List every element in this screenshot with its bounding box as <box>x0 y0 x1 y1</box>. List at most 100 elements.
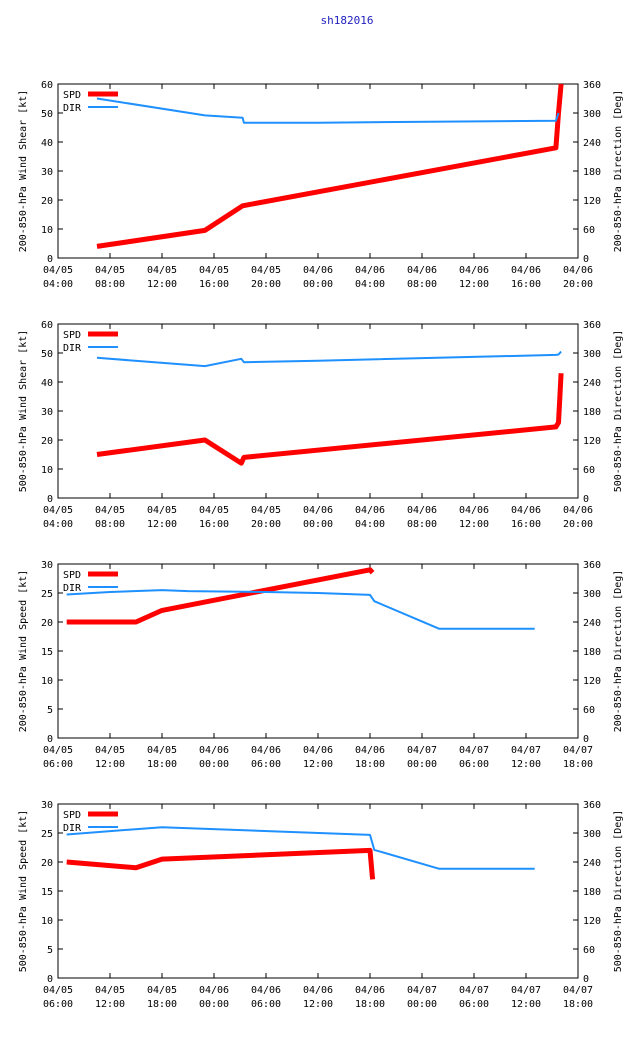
x-tick-date-label: 04/05 <box>199 505 229 516</box>
series-spd-line <box>96 83 564 249</box>
x-tick-date-label: 04/05 <box>147 505 177 516</box>
x-tick-time-label: 00:00 <box>199 759 229 770</box>
x-tick-date-label: 04/07 <box>459 985 489 996</box>
x-tick-time-label: 08:00 <box>95 279 125 290</box>
y1-tick-label: 50 <box>41 109 53 120</box>
legend-spd-label: SPD <box>63 90 81 101</box>
x-tick-date-label: 04/07 <box>407 985 437 996</box>
y1-tick-label: 5 <box>47 945 53 956</box>
x-tick-date-label: 04/05 <box>43 265 73 276</box>
x-tick-date-label: 04/06 <box>303 505 333 516</box>
x-tick-date-label: 04/05 <box>251 265 281 276</box>
x-tick-date-label: 04/06 <box>355 745 385 756</box>
y1-tick-label: 30 <box>41 167 53 178</box>
x-tick-time-label: 06:00 <box>459 759 489 770</box>
plot-frame <box>57 83 579 259</box>
y1-tick-label: 40 <box>41 138 53 149</box>
y1-tick-label: 10 <box>41 465 53 476</box>
y1-axis-label: 200-850-hPa Wind Speed [kt] <box>18 570 29 733</box>
x-tick-time-label: 04:00 <box>355 279 385 290</box>
y1-tick-label: 15 <box>41 647 53 658</box>
y2-tick-label: 360 <box>583 320 601 331</box>
x-tick-date-label: 04/06 <box>303 265 333 276</box>
x-tick-time-label: 00:00 <box>407 999 437 1010</box>
x-tick-date-label: 04/06 <box>511 505 541 516</box>
x-tick-time-label: 08:00 <box>407 279 437 290</box>
chart-panel-3: 05101520253006012018024030036004/0506:00… <box>18 560 624 770</box>
x-tick-time-label: 20:00 <box>251 519 281 530</box>
x-tick-date-label: 04/07 <box>407 745 437 756</box>
x-tick-time-label: 00:00 <box>303 519 333 530</box>
y2-tick-label: 240 <box>583 618 601 629</box>
x-tick-date-label: 04/05 <box>199 265 229 276</box>
y1-tick-label: 30 <box>41 800 53 811</box>
y2-tick-label: 300 <box>583 109 601 120</box>
x-tick-date-label: 04/06 <box>199 745 229 756</box>
y1-tick-label: 0 <box>47 254 53 265</box>
y1-tick-label: 40 <box>41 378 53 389</box>
x-tick-time-label: 16:00 <box>511 519 541 530</box>
y2-tick-label: 60 <box>583 465 595 476</box>
legend-dir-label: DIR <box>63 103 82 114</box>
y1-tick-label: 20 <box>41 436 53 447</box>
chart-panel-4: 05101520253006012018024030036004/0506:00… <box>18 800 624 1010</box>
legend-dir-label: DIR <box>63 823 82 834</box>
series-spd-line <box>66 847 376 880</box>
x-tick-time-label: 00:00 <box>407 759 437 770</box>
x-tick-date-label: 04/05 <box>43 505 73 516</box>
x-tick-time-label: 06:00 <box>251 999 281 1010</box>
series-dir-line <box>96 350 562 368</box>
x-tick-time-label: 06:00 <box>459 999 489 1010</box>
x-tick-time-label: 12:00 <box>95 759 125 770</box>
x-tick-time-label: 08:00 <box>95 519 125 530</box>
x-tick-time-label: 12:00 <box>303 999 333 1010</box>
x-tick-time-label: 20:00 <box>251 279 281 290</box>
y2-tick-label: 360 <box>583 800 601 811</box>
x-tick-time-label: 20:00 <box>563 279 593 290</box>
x-tick-time-label: 00:00 <box>199 999 229 1010</box>
x-tick-date-label: 04/06 <box>407 265 437 276</box>
x-tick-date-label: 04/05 <box>43 985 73 996</box>
x-tick-date-label: 04/06 <box>563 505 593 516</box>
plot-frame <box>57 323 579 499</box>
y2-tick-label: 120 <box>583 196 601 207</box>
y2-tick-label: 60 <box>583 705 595 716</box>
legend-spd-label: SPD <box>63 810 81 821</box>
x-tick-time-label: 06:00 <box>251 759 281 770</box>
x-tick-time-label: 08:00 <box>407 519 437 530</box>
legend-spd-label: SPD <box>63 570 81 581</box>
y1-tick-label: 10 <box>41 676 53 687</box>
y2-tick-label: 120 <box>583 916 601 927</box>
x-tick-time-label: 18:00 <box>563 759 593 770</box>
x-tick-date-label: 04/05 <box>147 745 177 756</box>
y2-axis-label: 500-850-hPa Direction [Deg] <box>613 330 624 493</box>
x-tick-date-label: 04/07 <box>563 745 593 756</box>
y2-tick-label: 120 <box>583 436 601 447</box>
y1-tick-label: 0 <box>47 974 53 985</box>
y1-tick-label: 20 <box>41 858 53 869</box>
y1-tick-label: 30 <box>41 560 53 571</box>
x-tick-date-label: 04/06 <box>459 505 489 516</box>
y2-tick-label: 60 <box>583 945 595 956</box>
x-tick-time-label: 04:00 <box>355 519 385 530</box>
x-tick-date-label: 04/05 <box>95 265 125 276</box>
x-tick-date-label: 04/06 <box>251 985 281 996</box>
y1-tick-label: 10 <box>41 916 53 927</box>
legend-spd-label: SPD <box>63 330 81 341</box>
y1-axis-label: 500-850-hPa Wind Shear [kt] <box>18 330 29 493</box>
x-tick-time-label: 06:00 <box>43 999 73 1010</box>
x-tick-date-label: 04/07 <box>511 985 541 996</box>
x-tick-time-label: 12:00 <box>459 279 489 290</box>
x-tick-date-label: 04/06 <box>355 505 385 516</box>
series-spd-line <box>96 373 564 466</box>
y1-tick-label: 0 <box>47 734 53 745</box>
x-tick-date-label: 04/06 <box>407 505 437 516</box>
x-tick-date-label: 04/06 <box>303 985 333 996</box>
y1-tick-label: 50 <box>41 349 53 360</box>
series-dir-line <box>66 826 535 870</box>
x-tick-time-label: 12:00 <box>511 999 541 1010</box>
legend-dir-label: DIR <box>63 583 82 594</box>
x-tick-time-label: 12:00 <box>303 759 333 770</box>
y2-tick-label: 360 <box>583 560 601 571</box>
